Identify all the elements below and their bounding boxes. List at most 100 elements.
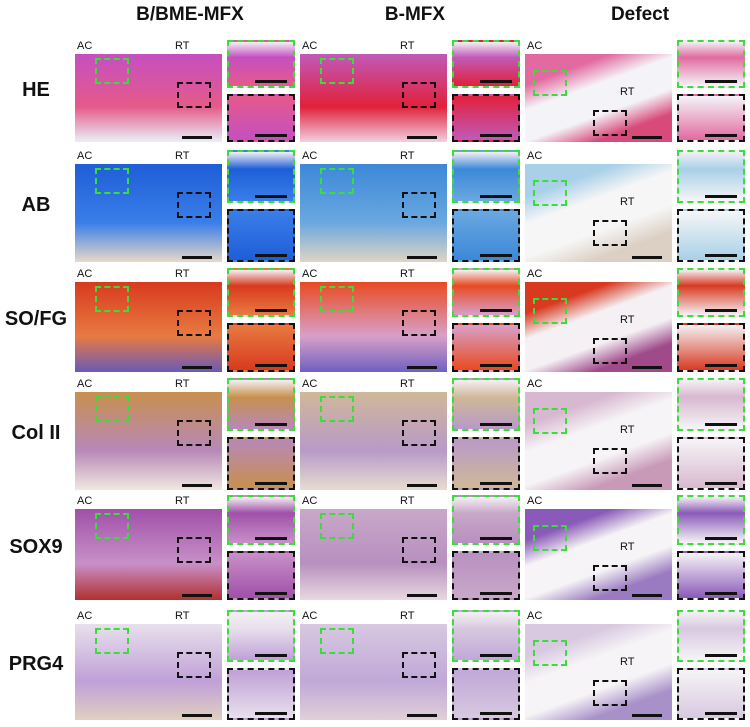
rt-label: RT — [175, 268, 190, 280]
green-inset — [452, 150, 520, 203]
green-inset — [452, 495, 520, 545]
ac-label: AC — [77, 495, 93, 507]
ac-label: AC — [77, 40, 93, 52]
ac-label: AC — [527, 40, 543, 52]
ac-label: AC — [302, 378, 318, 390]
scale-bar — [705, 536, 737, 540]
scale-bar — [182, 256, 212, 259]
scale-bar — [407, 714, 437, 717]
ac-label: AC — [77, 378, 93, 390]
green-inset — [227, 268, 295, 317]
black-inset — [227, 668, 295, 720]
black-inset — [452, 668, 520, 720]
scale-bar — [705, 482, 737, 485]
scale-bar — [255, 482, 287, 485]
black-inset — [227, 209, 295, 262]
black-inset — [227, 437, 295, 490]
scale-bar — [480, 712, 512, 715]
rt-label: RT — [175, 610, 190, 622]
green-roi-box — [320, 628, 354, 654]
row-label: AB — [21, 194, 51, 216]
black-inset — [677, 323, 745, 372]
scale-bar — [407, 594, 437, 597]
ac-label: AC — [77, 150, 93, 162]
green-roi-box — [320, 286, 354, 312]
black-inset — [452, 323, 520, 372]
rt-label: RT — [400, 40, 415, 52]
histology-panel — [525, 392, 672, 490]
black-roi-box — [593, 338, 627, 364]
green-roi-box — [320, 396, 354, 422]
black-roi-box — [177, 310, 211, 336]
scale-bar — [182, 594, 212, 597]
rt-label: RT — [620, 196, 635, 208]
ac-label: AC — [302, 610, 318, 622]
rt-label: RT — [400, 610, 415, 622]
histology-panel — [300, 54, 447, 142]
green-inset — [227, 150, 295, 203]
green-roi-box — [533, 525, 567, 551]
row-label: HE — [22, 79, 50, 101]
histology-panel — [300, 509, 447, 600]
black-roi-box — [177, 82, 211, 108]
black-roi-box — [593, 565, 627, 591]
black-inset — [452, 209, 520, 262]
scale-bar — [182, 136, 212, 139]
scale-bar — [480, 195, 512, 198]
black-roi-box — [593, 220, 627, 246]
ac-label: AC — [527, 268, 543, 280]
ac-label: AC — [527, 378, 543, 390]
scale-bar — [705, 80, 737, 83]
green-roi-box — [320, 58, 354, 84]
black-inset — [227, 323, 295, 372]
scale-bar — [255, 254, 287, 257]
scale-bar — [255, 80, 287, 83]
green-roi-box — [320, 513, 354, 539]
scale-bar — [480, 364, 512, 367]
black-roi-box — [402, 420, 436, 446]
scale-bar — [480, 134, 512, 137]
rt-label: RT — [175, 378, 190, 390]
column-title: B-MFX — [384, 4, 446, 25]
black-inset — [677, 437, 745, 490]
black-roi-box — [177, 537, 211, 563]
green-inset — [452, 378, 520, 431]
black-inset — [452, 437, 520, 490]
column-title: B/BME-MFX — [136, 4, 244, 25]
green-inset — [452, 268, 520, 317]
histology-panel — [300, 282, 447, 372]
scale-bar — [480, 309, 512, 312]
black-roi-box — [593, 110, 627, 136]
scale-bar — [480, 536, 512, 540]
scale-bar — [255, 654, 287, 657]
rt-label: RT — [175, 150, 190, 162]
green-roi-box — [95, 513, 129, 539]
rt-label: RT — [620, 656, 635, 668]
histology-panel — [75, 54, 222, 142]
rt-label: RT — [620, 314, 635, 326]
scale-bar — [182, 484, 212, 487]
scale-bar — [632, 366, 662, 369]
green-roi-box — [95, 58, 129, 84]
green-roi-box — [533, 298, 567, 324]
scale-bar — [705, 654, 737, 657]
scale-bar — [705, 712, 737, 715]
histology-panel — [75, 624, 222, 720]
black-inset — [227, 550, 295, 600]
scale-bar — [255, 536, 287, 540]
black-roi-box — [402, 537, 436, 563]
scale-bar — [480, 254, 512, 257]
rt-label: RT — [400, 150, 415, 162]
green-inset — [677, 150, 745, 203]
rt-label: RT — [175, 40, 190, 52]
green-inset — [452, 610, 520, 662]
black-roi-box — [177, 192, 211, 218]
scale-bar — [705, 254, 737, 257]
ac-label: AC — [527, 495, 543, 507]
ac-label: AC — [77, 268, 93, 280]
scale-bar — [632, 256, 662, 259]
scale-bar — [632, 714, 662, 717]
green-roi-box — [533, 70, 567, 96]
histology-panel — [525, 164, 672, 262]
histology-panel — [75, 282, 222, 372]
